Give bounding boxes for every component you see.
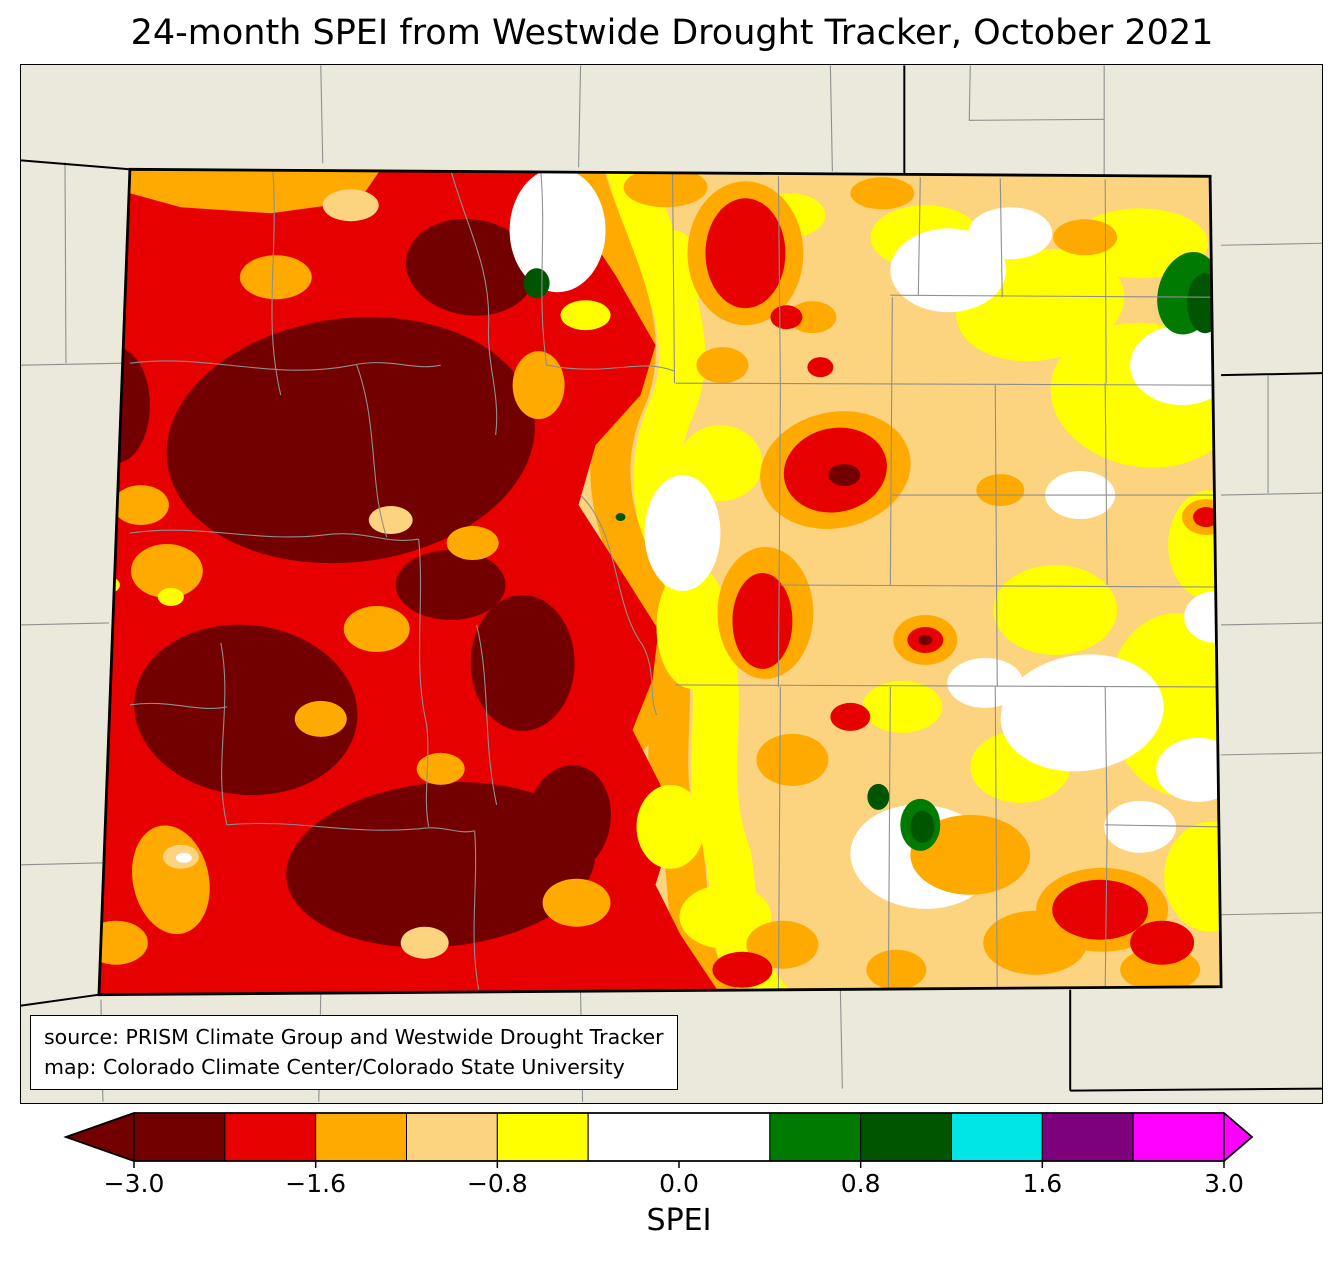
colorbar-axis-label: SPEI xyxy=(646,1203,712,1238)
colorbar-segment xyxy=(406,1112,498,1162)
colorbar-segment xyxy=(587,1112,771,1162)
colorbar-segment xyxy=(133,1112,226,1162)
colorbar-under-arrow xyxy=(63,1112,135,1162)
colorbar-segment xyxy=(951,1112,1043,1162)
colorado-county-lines xyxy=(129,169,1219,995)
colorbar-tick: −0.8 xyxy=(466,1169,528,1198)
colorado-spei-map xyxy=(21,65,1322,1102)
colorbar-segment xyxy=(496,1112,589,1162)
colorbar-segment xyxy=(315,1112,407,1162)
colorado-border xyxy=(97,167,1223,997)
colorbar-tick: 0.0 xyxy=(659,1169,699,1198)
colorbar-over-arrow xyxy=(1223,1111,1254,1163)
colorbar-tick: −3.0 xyxy=(103,1169,165,1198)
colorbar-tick: −1.6 xyxy=(285,1169,347,1198)
colorbar-tick: 1.6 xyxy=(1022,1169,1063,1198)
figure-title: 24-month SPEI from Westwide Drought Trac… xyxy=(130,13,1214,53)
colorbar-segment xyxy=(769,1112,862,1162)
credit-line: map: Colorado Climate Center/Colorado St… xyxy=(44,1055,625,1080)
colorbar-ticks: −3.0 −1.6 −0.8 0.0 0.8 1.6 3.0 xyxy=(104,1169,1244,1201)
colorbar-segment xyxy=(860,1112,953,1162)
spei-contour-field xyxy=(98,169,1222,995)
colorbar xyxy=(63,1111,1254,1168)
colorbar-tick: 0.8 xyxy=(840,1169,881,1198)
neighbor-state-borders xyxy=(21,65,1322,1092)
colorbar-tick: 3.0 xyxy=(1204,1169,1244,1198)
source-box: source: PRISM Climate Group and Westwide… xyxy=(30,1014,678,1090)
source-line: source: PRISM Climate Group and Westwide… xyxy=(44,1024,664,1049)
map-axes: source: PRISM Climate Group and Westwide… xyxy=(20,64,1323,1104)
colorbar-segment xyxy=(224,1112,317,1162)
colorbar-segment xyxy=(1041,1112,1134,1162)
colorbar-segment xyxy=(1132,1112,1225,1162)
